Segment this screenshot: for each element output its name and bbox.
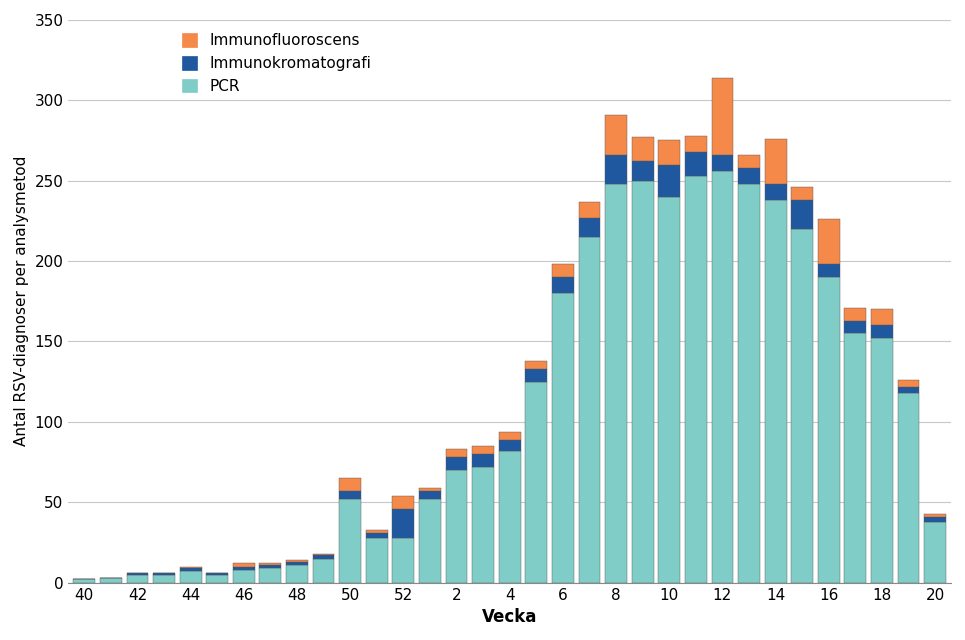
Bar (897, 380, 920, 387)
X-axis label: Vecka: Vecka (482, 608, 538, 626)
Bar (260, 565, 281, 568)
Bar (552, 264, 574, 277)
Bar (791, 187, 813, 200)
Bar (499, 431, 520, 440)
Bar (818, 264, 840, 277)
Bar (260, 568, 281, 582)
Bar (552, 277, 574, 293)
Bar (844, 321, 867, 333)
Bar (844, 308, 867, 321)
Bar (446, 470, 467, 582)
Y-axis label: Antal RSV-diagnoser per analysmetod: Antal RSV-diagnoser per analysmetod (14, 156, 29, 447)
Bar (924, 513, 946, 516)
Bar (897, 387, 920, 393)
Bar (393, 538, 414, 582)
Bar (685, 152, 706, 176)
Legend: Immunofluoroscens, Immunokromatografi, PCR: Immunofluoroscens, Immunokromatografi, P… (181, 33, 372, 93)
Bar (525, 381, 547, 582)
Bar (685, 176, 706, 582)
Bar (711, 171, 733, 582)
Bar (393, 509, 414, 538)
Bar (286, 562, 308, 565)
Bar (233, 566, 255, 570)
Bar (897, 393, 920, 582)
Bar (632, 137, 653, 161)
Bar (924, 522, 946, 582)
Bar (764, 200, 786, 582)
Bar (738, 155, 759, 168)
Bar (472, 467, 494, 582)
Bar (179, 572, 202, 582)
Bar (313, 556, 335, 559)
Bar (340, 491, 361, 499)
Bar (685, 136, 706, 152)
Bar (260, 563, 281, 565)
Bar (658, 164, 680, 196)
Bar (605, 155, 627, 184)
Bar (818, 277, 840, 582)
Bar (844, 333, 867, 582)
Bar (419, 499, 441, 582)
Bar (393, 496, 414, 509)
Bar (605, 115, 627, 155)
Bar (207, 575, 228, 582)
Bar (366, 533, 388, 538)
Bar (446, 457, 467, 470)
Bar (179, 568, 202, 572)
Bar (286, 560, 308, 562)
Bar (605, 184, 627, 582)
Bar (738, 184, 759, 582)
Bar (579, 202, 600, 218)
Bar (499, 440, 520, 451)
Bar (419, 491, 441, 499)
Bar (126, 575, 149, 582)
Bar (871, 339, 893, 582)
Bar (711, 78, 733, 155)
Bar (525, 369, 547, 381)
Bar (711, 155, 733, 171)
Bar (871, 309, 893, 325)
Bar (658, 196, 680, 582)
Bar (764, 139, 786, 184)
Bar (126, 573, 149, 575)
Bar (525, 361, 547, 369)
Bar (818, 220, 840, 264)
Bar (924, 516, 946, 522)
Bar (366, 538, 388, 582)
Bar (472, 454, 494, 467)
Bar (499, 451, 520, 582)
Bar (552, 293, 574, 582)
Bar (871, 325, 893, 339)
Bar (366, 530, 388, 533)
Bar (313, 554, 335, 556)
Bar (632, 180, 653, 582)
Bar (579, 237, 600, 582)
Bar (446, 449, 467, 457)
Bar (286, 565, 308, 582)
Bar (472, 446, 494, 454)
Bar (791, 229, 813, 582)
Bar (207, 573, 228, 575)
Bar (658, 141, 680, 164)
Bar (791, 200, 813, 229)
Bar (153, 575, 175, 582)
Bar (419, 488, 441, 491)
Bar (73, 579, 96, 582)
Bar (764, 184, 786, 200)
Bar (233, 563, 255, 566)
Bar (233, 570, 255, 582)
Bar (153, 573, 175, 575)
Bar (100, 578, 122, 582)
Bar (340, 478, 361, 491)
Bar (738, 168, 759, 184)
Bar (579, 218, 600, 237)
Bar (340, 499, 361, 582)
Bar (632, 161, 653, 180)
Bar (313, 559, 335, 582)
Bar (179, 566, 202, 568)
